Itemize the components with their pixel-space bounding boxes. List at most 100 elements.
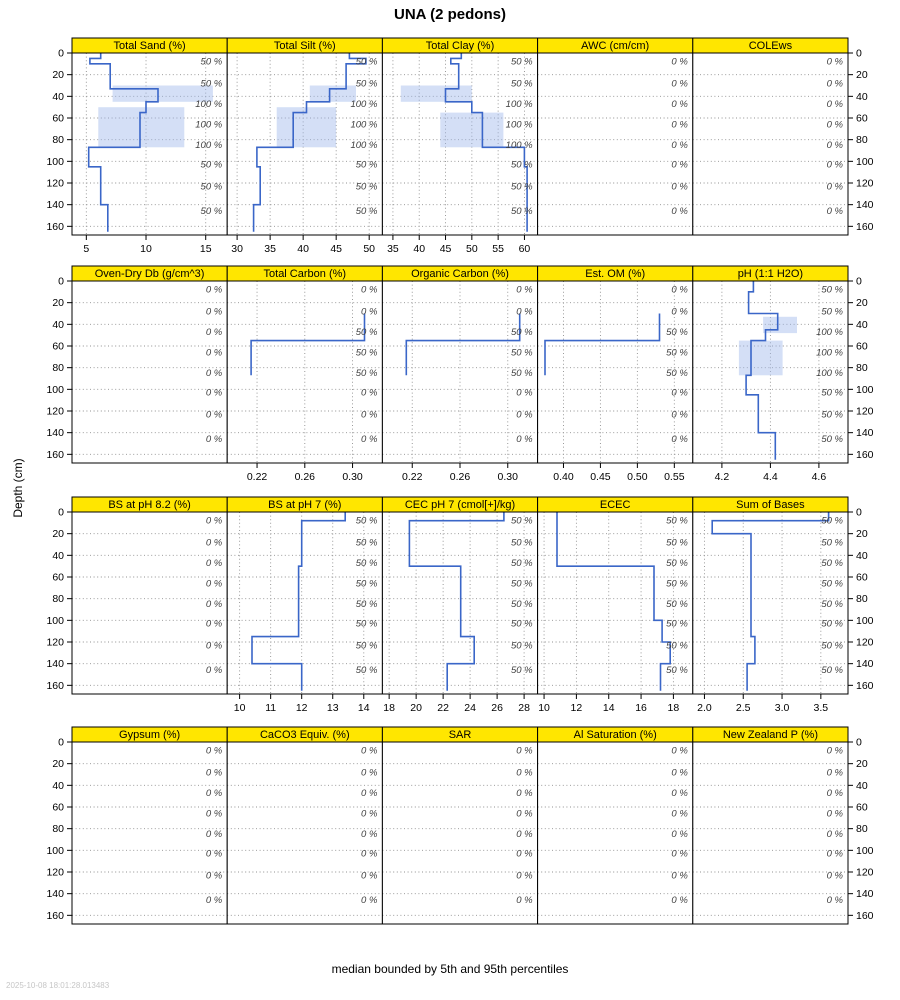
- depth-tick-label: 160: [856, 449, 874, 461]
- x-tick-label: 30: [231, 243, 243, 255]
- x-tick-label: 16: [635, 702, 647, 714]
- depth-tick-label: 40: [52, 780, 64, 792]
- contribution-label: 50 %: [356, 640, 378, 651]
- contribution-label: 0 %: [827, 788, 844, 799]
- panel-colews: COLEws 0 % 0 % 0 % 0 % 0 % 0 % 0 % 0 % 0 20 40 60 80 1…: [692, 37, 874, 236]
- contribution-label: 50 %: [201, 160, 223, 171]
- contribution-label: 0 %: [671, 788, 688, 799]
- contribution-label: 0 %: [206, 767, 223, 778]
- contribution-label: 50 %: [356, 558, 378, 569]
- contribution-label: 50 %: [511, 327, 533, 338]
- contribution-label: 0 %: [361, 809, 378, 820]
- x-tick-label: 4.4: [763, 471, 778, 483]
- x-tick-label: 24: [464, 702, 476, 714]
- contribution-label: 50 %: [666, 558, 688, 569]
- panel-al-saturation: Al Saturation (%) 0 % 0 % 0 % 0 % 0 % 0 % 0 % 0 …: [537, 726, 694, 925]
- contribution-label: 0 %: [827, 57, 844, 68]
- contribution-label: 0 %: [671, 767, 688, 778]
- depth-tick-label: 0: [58, 276, 64, 288]
- depth-tick-label: 120: [856, 637, 874, 649]
- contribution-label: 0 %: [827, 181, 844, 192]
- contribution-label: 0 %: [516, 746, 533, 757]
- contribution-label: 50 %: [511, 57, 533, 68]
- contribution-label: 100 %: [506, 120, 533, 131]
- contribution-label: 0 %: [671, 746, 688, 757]
- x-tick-label: 4.2: [715, 471, 730, 483]
- contribution-label: 50 %: [511, 665, 533, 676]
- contribution-label: 50 %: [356, 368, 378, 379]
- depth-tick-label: 160: [46, 449, 64, 461]
- panel-caco3-equiv: CaCO3 Equiv. (%) 0 % 0 % 0 % 0 % 0 % 0 % 0 % 0 %: [226, 726, 383, 925]
- strip-title: Total Clay (%): [426, 40, 494, 52]
- contribution-label: 50 %: [821, 619, 843, 630]
- x-tick-label: 50: [363, 243, 375, 255]
- depth-tick-label: 120: [856, 867, 874, 879]
- x-tick-label: 3.5: [814, 702, 829, 714]
- contribution-label: 50 %: [821, 409, 843, 420]
- strip-title: Al Saturation (%): [574, 729, 657, 741]
- contribution-label: 0 %: [361, 895, 378, 906]
- depth-tick-label: 120: [856, 178, 874, 190]
- x-tick-label: 12: [571, 702, 583, 714]
- x-tick-label: 13: [327, 702, 339, 714]
- depth-tick-label: 60: [52, 572, 64, 584]
- contribution-label: 100 %: [816, 368, 843, 379]
- contribution-label: 0 %: [827, 809, 844, 820]
- contribution-label: 0 %: [671, 829, 688, 840]
- panel-awc-cm-cm: AWC (cm/cm) 0 % 0 % 0 % 0 % 0 % 0 % 0 % 0 %: [537, 37, 694, 236]
- depth-tick-label: 20: [856, 297, 868, 309]
- contribution-label: 0 %: [206, 665, 223, 676]
- contribution-label: 0 %: [671, 409, 688, 420]
- percentile-ribbon: [400, 85, 472, 102]
- contribution-label: 0 %: [827, 120, 844, 131]
- contribution-label: 0 %: [516, 434, 533, 445]
- contribution-label: 50 %: [821, 388, 843, 399]
- contribution-label: 100 %: [506, 99, 533, 110]
- x-tick-label: 0.55: [664, 471, 685, 483]
- strip-title: New Zealand P (%): [723, 729, 818, 741]
- depth-tick-label: 0: [58, 48, 64, 60]
- depth-tick-label: 80: [856, 593, 868, 605]
- contribution-label: 0 %: [671, 160, 688, 171]
- depth-tick-label: 140: [46, 658, 64, 670]
- contribution-label: 50 %: [666, 327, 688, 338]
- contribution-label: 50 %: [511, 516, 533, 527]
- x-tick-label: 26: [491, 702, 503, 714]
- depth-tick-label: 100: [46, 384, 64, 396]
- x-tick-label: 11: [265, 702, 276, 714]
- strip-title: BS at pH 8.2 (%): [108, 499, 191, 511]
- panel-border: [692, 741, 849, 925]
- median-line: [556, 512, 671, 691]
- contribution-label: 0 %: [206, 368, 223, 379]
- contribution-label: 0 %: [827, 206, 844, 217]
- contribution-label: 50 %: [356, 599, 378, 610]
- contribution-label: 0 %: [671, 306, 688, 317]
- contribution-label: 50 %: [356, 206, 378, 217]
- depth-tick-label: 100: [856, 384, 874, 396]
- panel-total-clay: Total Clay (%) 50 % 50 % 100 % 100 % 100 % 50 …: [381, 37, 539, 255]
- x-tick-label: 12: [296, 702, 308, 714]
- depth-tick-label: 0: [856, 48, 862, 60]
- contribution-label: 50 %: [511, 558, 533, 569]
- depth-tick-label: 40: [52, 91, 64, 103]
- depth-tick-label: 120: [46, 637, 64, 649]
- depth-tick-label: 40: [856, 319, 868, 331]
- contribution-label: 50 %: [666, 640, 688, 651]
- percentile-ribbon: [276, 107, 337, 148]
- panel-est-om: Est. OM (%) 0 % 0 % 50 % 50 % 50 % 0 % 0 % 0 % 0.…: [537, 265, 694, 483]
- contribution-label: 0 %: [671, 895, 688, 906]
- contribution-label: 0 %: [671, 57, 688, 68]
- contribution-label: 0 %: [206, 640, 223, 651]
- x-tick-label: 10: [234, 702, 246, 714]
- contribution-label: 0 %: [516, 870, 533, 881]
- contribution-label: 0 %: [206, 388, 223, 399]
- panel-sar: SAR 0 % 0 % 0 % 0 % 0 % 0 % 0 % 0 %: [381, 726, 539, 925]
- contribution-label: 50 %: [821, 537, 843, 548]
- contribution-label: 0 %: [206, 809, 223, 820]
- median-line: [252, 53, 367, 232]
- contribution-label: 50 %: [511, 537, 533, 548]
- x-tick-label: 10: [140, 243, 152, 255]
- contribution-label: 0 %: [361, 285, 378, 296]
- x-tick-label: 2.5: [736, 702, 751, 714]
- contribution-label: 50 %: [201, 78, 223, 89]
